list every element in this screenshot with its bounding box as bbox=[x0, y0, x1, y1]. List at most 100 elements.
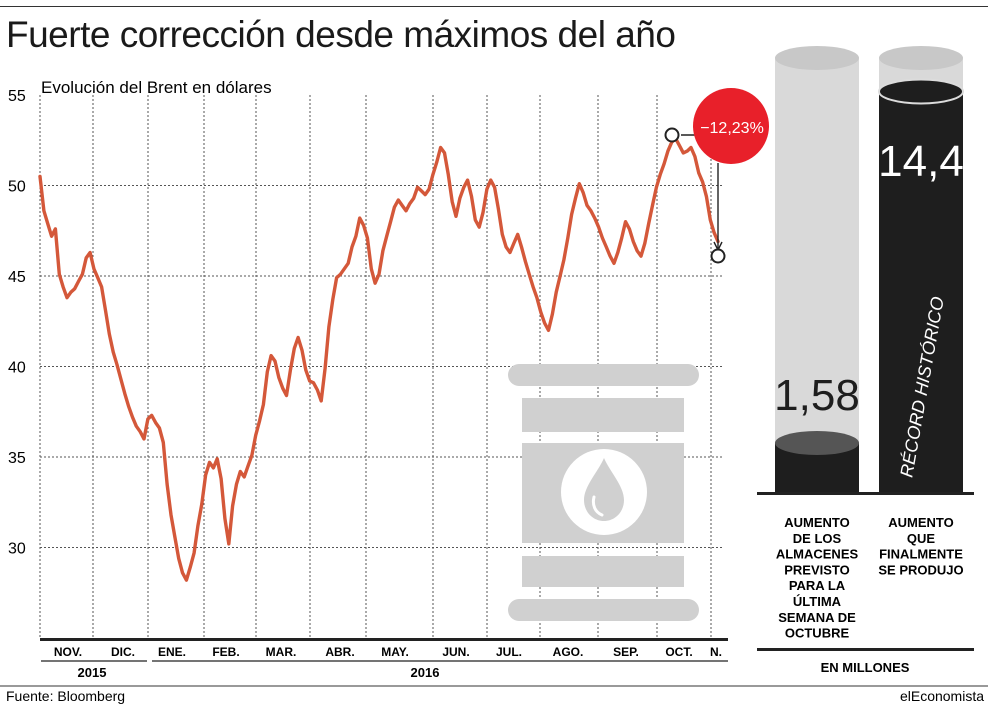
data-point bbox=[254, 434, 257, 437]
data-point bbox=[112, 350, 115, 354]
category-label-line: QUE bbox=[907, 531, 936, 546]
bar-expected-track-top bbox=[775, 46, 859, 70]
data-point bbox=[624, 220, 627, 223]
data-point bbox=[204, 473, 207, 477]
data-point bbox=[158, 426, 161, 430]
bar-actual-fill-top bbox=[878, 78, 964, 105]
data-point bbox=[481, 211, 485, 214]
data-point bbox=[562, 258, 566, 261]
data-point bbox=[50, 235, 53, 238]
bar-expected-fill-top bbox=[775, 431, 859, 455]
month-label: FEB. bbox=[212, 645, 239, 659]
bar-expected: 1,58 bbox=[774, 46, 860, 493]
data-point bbox=[235, 482, 238, 486]
bar-actual-track-top bbox=[879, 46, 963, 70]
data-point bbox=[354, 235, 358, 238]
data-point bbox=[528, 273, 531, 276]
data-point bbox=[300, 349, 304, 352]
chart-subtitle: Evolución del Brent en dólares bbox=[41, 78, 272, 97]
data-point bbox=[393, 206, 396, 209]
data-point bbox=[555, 291, 558, 294]
current-marker bbox=[710, 248, 726, 264]
data-point bbox=[61, 285, 65, 289]
data-point bbox=[173, 535, 176, 538]
data-point bbox=[104, 309, 107, 312]
month-label: ENE. bbox=[158, 645, 186, 659]
data-point bbox=[192, 551, 196, 555]
data-point bbox=[397, 198, 400, 202]
data-point bbox=[177, 557, 180, 560]
data-point bbox=[635, 249, 639, 252]
data-point bbox=[250, 454, 254, 457]
data-point bbox=[200, 502, 203, 506]
data-point bbox=[420, 189, 423, 193]
barrel-band bbox=[522, 556, 684, 587]
data-point bbox=[304, 368, 307, 372]
data-point bbox=[628, 227, 631, 231]
category-label-line: SEMANA DE bbox=[778, 610, 856, 625]
data-point bbox=[516, 233, 519, 236]
x-axis-rule bbox=[40, 638, 728, 641]
data-point bbox=[320, 399, 323, 403]
data-point bbox=[358, 216, 361, 220]
data-point bbox=[574, 197, 577, 200]
data-point bbox=[566, 236, 569, 240]
data-point bbox=[647, 222, 650, 225]
data-point bbox=[578, 182, 581, 185]
data-point bbox=[431, 173, 435, 176]
data-point bbox=[381, 249, 385, 252]
data-point bbox=[485, 187, 489, 191]
data-point bbox=[504, 245, 508, 249]
y-tick-label: 40 bbox=[8, 360, 26, 377]
drop-highlight bbox=[591, 495, 604, 517]
data-point bbox=[115, 363, 119, 366]
data-point bbox=[693, 155, 697, 158]
data-point bbox=[123, 392, 127, 395]
data-point bbox=[655, 186, 658, 189]
month-label: SEP. bbox=[613, 645, 639, 659]
category-label-line: ÚLTIMA bbox=[793, 594, 842, 609]
data-point bbox=[208, 461, 211, 464]
month-label: DIC. bbox=[111, 645, 135, 659]
data-point bbox=[678, 144, 681, 147]
barrel-top-rim bbox=[508, 364, 699, 386]
data-point bbox=[643, 242, 646, 245]
data-point bbox=[54, 227, 57, 231]
data-point bbox=[370, 267, 373, 270]
data-point bbox=[424, 193, 427, 196]
data-point bbox=[620, 236, 623, 240]
category-label-line: AUMENTO bbox=[784, 515, 849, 530]
data-point bbox=[308, 379, 311, 383]
data-point bbox=[447, 173, 450, 176]
data-point bbox=[639, 254, 643, 258]
category-label-line: OCTUBRE bbox=[785, 626, 850, 641]
data-point bbox=[81, 273, 84, 276]
x-axis: NOV. DIC. ENE. FEB. MAR. ABR. MAY. JUN. JUL. AGO.… bbox=[40, 638, 728, 680]
month-label: ABR. bbox=[325, 645, 354, 659]
data-point bbox=[127, 405, 130, 408]
data-point bbox=[458, 197, 462, 200]
data-point bbox=[474, 218, 477, 222]
bar-baseline bbox=[757, 492, 974, 495]
data-point bbox=[150, 414, 153, 417]
data-point bbox=[269, 354, 273, 357]
data-point bbox=[439, 146, 442, 149]
data-point bbox=[347, 262, 350, 265]
data-point bbox=[135, 425, 138, 428]
unit-rule bbox=[757, 648, 974, 651]
data-point bbox=[597, 225, 600, 229]
data-point bbox=[77, 280, 80, 283]
data-point bbox=[593, 216, 596, 220]
top-rule bbox=[0, 6, 988, 7]
data-point bbox=[258, 419, 261, 422]
data-point bbox=[196, 524, 200, 527]
category-label-line: SE PRODUJO bbox=[878, 562, 963, 577]
data-point bbox=[493, 186, 496, 189]
data-point bbox=[551, 312, 554, 316]
brand-logo: elEconomista bbox=[900, 688, 984, 704]
data-point bbox=[466, 178, 469, 182]
data-point bbox=[508, 251, 512, 254]
data-point bbox=[119, 378, 123, 381]
bar-actual: 14,4 RÉCORD HISTÓRICO bbox=[878, 46, 964, 493]
source-note: Fuente: Bloomberg bbox=[6, 688, 125, 704]
